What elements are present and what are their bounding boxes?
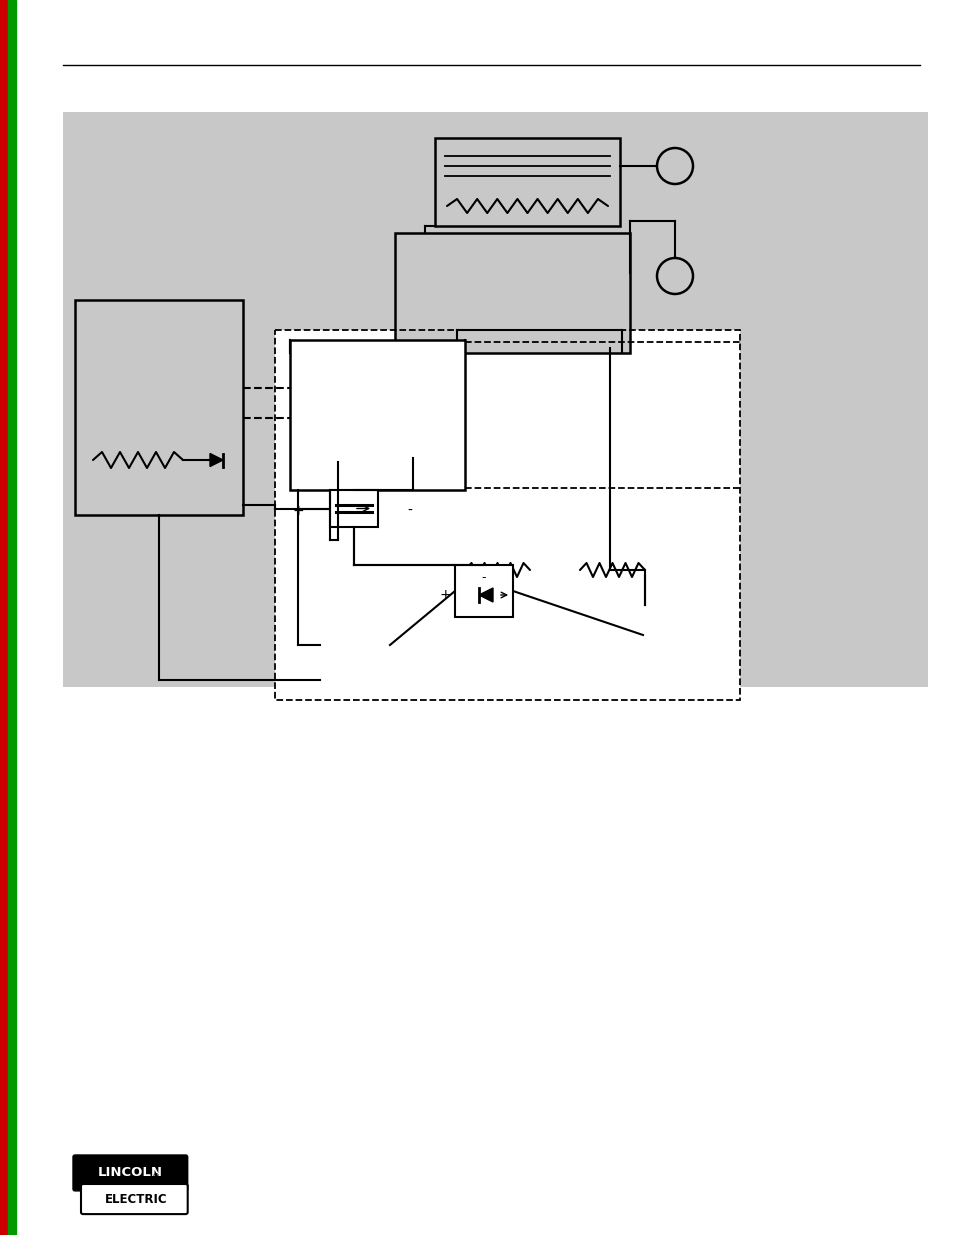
Polygon shape (478, 588, 493, 601)
Bar (455, 564, 513, 618)
Bar (274, 330, 740, 700)
Bar (63, 112, 927, 687)
Bar (435, 138, 619, 226)
Bar (330, 490, 377, 527)
Bar (0, 0, 8, 1235)
Text: ELECTRIC: ELECTRIC (104, 1193, 167, 1205)
Text: LINCOLN: LINCOLN (98, 1166, 163, 1179)
Bar (274, 330, 740, 700)
Bar (8, 0, 16, 1235)
Bar (395, 233, 629, 353)
Text: +: + (438, 588, 451, 601)
Text: -: - (481, 571, 486, 584)
Text: -: - (407, 504, 412, 517)
FancyBboxPatch shape (73, 1155, 188, 1191)
Bar (290, 340, 464, 490)
Polygon shape (210, 453, 223, 467)
Text: ®: ® (152, 1173, 160, 1182)
Text: +: + (292, 504, 303, 517)
FancyBboxPatch shape (81, 1184, 188, 1214)
Bar (75, 300, 243, 515)
